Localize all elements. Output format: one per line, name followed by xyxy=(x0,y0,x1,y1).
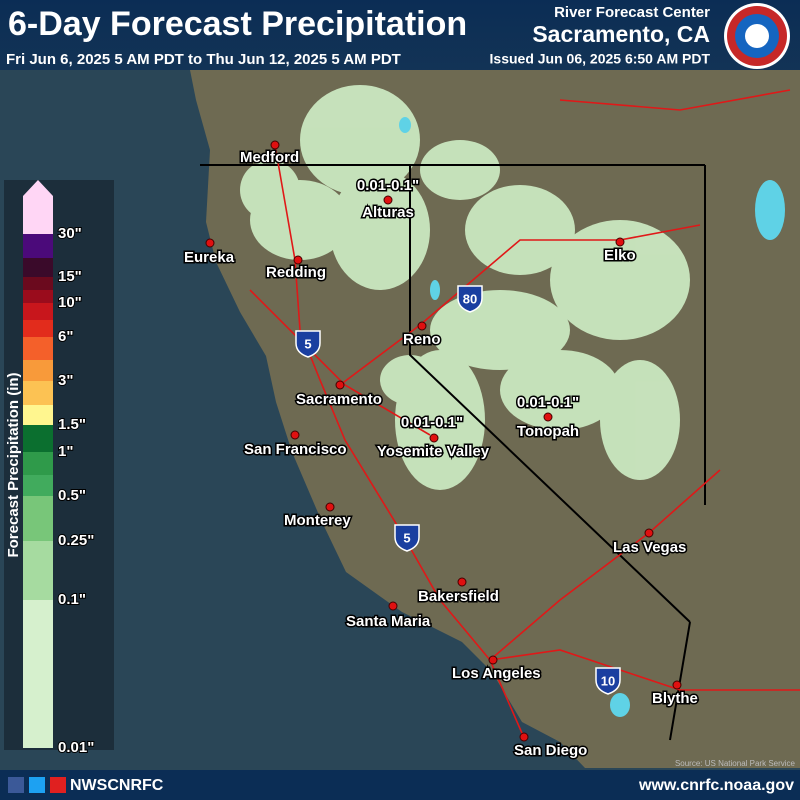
city-dot xyxy=(644,528,654,538)
legend-band xyxy=(23,303,53,320)
interstate-shield xyxy=(595,667,621,695)
interstate-number: 5 xyxy=(304,336,311,351)
legend-band xyxy=(23,234,53,258)
legend-band xyxy=(23,320,53,337)
footer-bar xyxy=(0,770,800,800)
city-label: Elko xyxy=(604,247,636,264)
interstate-number: 10 xyxy=(601,673,615,688)
title: 6-Day Forecast Precipitation xyxy=(8,5,467,43)
legend-band xyxy=(23,381,53,405)
legend-band xyxy=(23,475,53,496)
city-dot xyxy=(388,601,398,611)
city-dot xyxy=(205,238,215,248)
city-dot xyxy=(335,380,345,390)
nws-logo xyxy=(724,3,790,69)
interstate-number: 80 xyxy=(463,291,477,306)
legend-label: 1" xyxy=(58,443,73,460)
legend-band xyxy=(23,337,53,360)
legend-band xyxy=(23,452,53,475)
legend-label: 1.5" xyxy=(58,416,86,433)
location: Sacramento, CA xyxy=(532,21,710,47)
city-label: Eureka xyxy=(184,249,235,266)
legend-band xyxy=(23,405,53,425)
legend-label: 10" xyxy=(58,294,82,311)
city-label: San Francisco xyxy=(244,441,347,458)
city-label: Blythe xyxy=(652,690,698,707)
city-dot xyxy=(325,502,335,512)
city-dot xyxy=(417,321,427,331)
legend-panel xyxy=(4,180,114,750)
legend-band xyxy=(23,196,53,234)
city-label: Bakersfield xyxy=(418,588,499,605)
legend-label: 6" xyxy=(58,328,73,345)
legend-band xyxy=(23,541,53,600)
legend-label: 3" xyxy=(58,372,73,389)
highways xyxy=(249,89,800,741)
interstate-shield xyxy=(295,330,321,358)
city-label: Monterey xyxy=(284,512,351,529)
city-dot xyxy=(383,195,393,205)
city-label: Yosemite Valley xyxy=(377,443,490,460)
center: River Forecast Center xyxy=(554,4,710,21)
city-dot xyxy=(290,430,300,440)
city-label: Los Angeles xyxy=(452,665,541,682)
precip-amount: 0.01-0.1" xyxy=(357,177,419,194)
city-dot xyxy=(457,577,467,587)
city-dot xyxy=(270,140,280,150)
city-dot xyxy=(488,655,498,665)
youtube-icon[interactable] xyxy=(50,777,66,793)
city-dot xyxy=(519,732,529,742)
legend-arrow xyxy=(23,180,53,196)
website[interactable]: www.cnrfc.noaa.gov xyxy=(638,777,794,794)
city-label: Redding xyxy=(266,264,326,281)
header-bar xyxy=(0,0,800,70)
legend-label: 30" xyxy=(58,225,82,242)
legend-label: 15" xyxy=(58,268,82,285)
period: Fri Jun 6, 2025 5 AM PDT to Thu Jun 12, … xyxy=(6,51,401,68)
legend-band xyxy=(23,496,53,541)
city-label: Las Vegas xyxy=(613,539,686,556)
legend-band xyxy=(23,600,53,748)
legend-label: 0.25" xyxy=(58,532,94,549)
state-borders xyxy=(200,164,706,741)
source: Source: US National Park Service xyxy=(675,759,796,768)
city-dot xyxy=(429,433,439,443)
city-dot xyxy=(543,412,553,422)
legend-band xyxy=(23,290,53,303)
legend-band xyxy=(23,277,53,290)
interstate-number: 5 xyxy=(403,530,410,545)
legend-label: 0.5" xyxy=(58,487,86,504)
legend-title: Forecast Precipitation (in) xyxy=(5,372,22,557)
city-label: San Diego xyxy=(514,742,587,759)
interstate-shield xyxy=(457,285,483,313)
social-handle[interactable]: NWSCNRFC xyxy=(70,777,164,794)
city-dot xyxy=(672,680,682,690)
city-label: Santa Maria xyxy=(346,613,431,630)
city-dot xyxy=(615,237,625,247)
legend-band xyxy=(23,258,53,277)
precip-amount: 0.01-0.1" xyxy=(401,414,463,431)
city-label: Medford xyxy=(240,149,299,166)
city-label: Reno xyxy=(403,331,441,348)
legend: 30" 15" 10" 6" 3" 1.5" 1" 0.5" 0.25" 0.1" 0.01" xyxy=(23,180,95,757)
legend-label: 0.1" xyxy=(58,591,86,608)
city-dot xyxy=(293,255,303,265)
interstate-shield xyxy=(394,524,420,552)
city-label: Alturas xyxy=(362,204,414,221)
lakes xyxy=(399,117,785,717)
facebook-icon[interactable] xyxy=(8,777,24,793)
twitter-icon[interactable] xyxy=(29,777,45,793)
precip-amount: 0.01-0.1" xyxy=(517,394,579,411)
legend-band xyxy=(23,360,53,381)
city-label: Tonopah xyxy=(517,423,579,440)
legend-label: 0.01" xyxy=(58,739,94,756)
precip-areas xyxy=(240,85,690,490)
city-label: Sacramento xyxy=(296,391,382,408)
legend-band xyxy=(23,425,53,452)
issued: Issued Jun 06, 2025 6:50 AM PDT xyxy=(490,51,711,67)
